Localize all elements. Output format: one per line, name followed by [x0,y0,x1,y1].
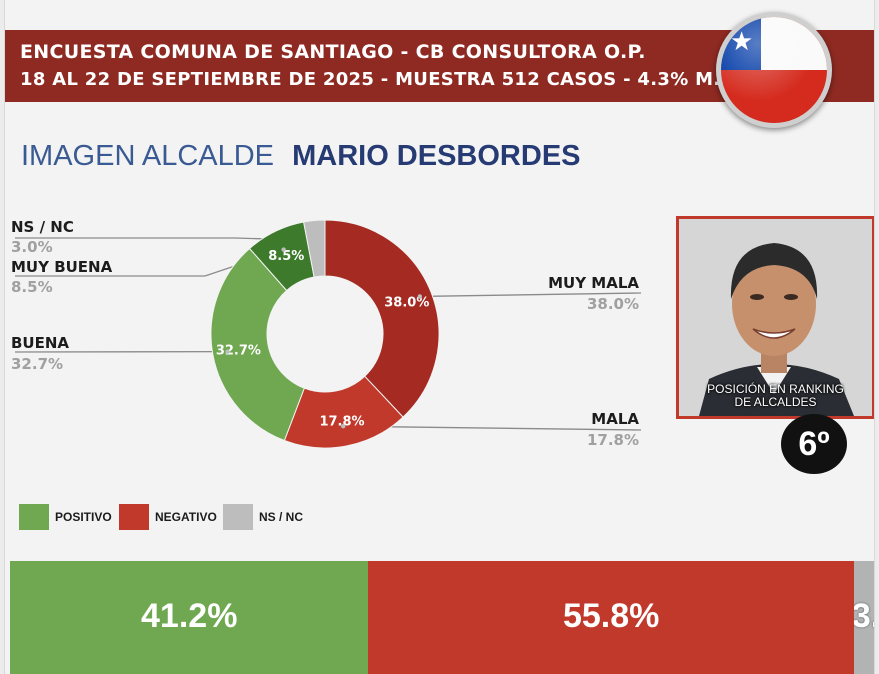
title-name: MARIO DESBORDES [292,140,581,172]
label-muy-buena-value: 8.5% [11,278,53,296]
leader-line-muy-mala [419,292,642,298]
title-prefix: IMAGEN ALCALDE [21,140,275,172]
label-buena-value: 32.7% [11,355,64,373]
summary-value-positivo: 41.2% [141,597,238,635]
mayor-portrait: POSICIÓN EN RANKING DE ALCALDES [676,216,874,419]
donut-slice-buena [210,247,305,442]
label-mala-name: MALA [591,410,639,428]
legend-label-negativo: NEGATIVO [155,510,217,524]
slice-label-buena: 32.7% [216,344,261,359]
legend-label-positivo: POSITIVO [55,510,112,524]
leader-dot [225,349,230,354]
summary-value-negativo: 55.8% [562,597,660,635]
chile-flag-icon: ★ [716,12,832,128]
legend-swatch-ns-nc [223,504,253,530]
donut-slice-muy-mala [324,219,440,418]
label-muy-buena-name: MUY BUENA [11,258,113,276]
legend-swatch-negativo [119,504,149,530]
ranking-position-badge: 6º [781,414,847,474]
label-mala-value: 17.8% [586,431,639,449]
portrait-illustration [679,219,872,416]
slice-label-mala: 17.8% [319,414,364,429]
label-buena-name: BUENA [11,334,70,352]
donut-chart: 38.0% 17.8% 32.7% 8.5% [14,219,642,449]
page-title: IMAGEN ALCALDE MARIO DESBORDES [21,140,581,173]
legend-label-ns-nc: NS / NC [259,510,304,524]
summary-value-ns-nc: 3.0% [854,597,874,636]
leader-dot [281,247,286,252]
header-title: ENCUESTA COMUNA DE SANTIAGO - CB CONSULT… [20,41,646,63]
slice-label-muy-buena: 8.5% [268,249,304,264]
label-muy-mala-value: 38.0% [586,295,639,313]
infographic: ENCUESTA COMUNA DE SANTIAGO - CB CONSULT… [4,0,875,674]
label-ns-nc-value: 3.0% [11,238,53,256]
leader-dot [417,294,423,299]
label-ns-nc-name: NS / NC [11,218,74,236]
header-subtitle: 18 AL 22 DE SEPTIEMBRE DE 2025 - MUESTRA… [20,69,741,90]
leader-dot [340,424,346,429]
legend-swatch-positivo [19,504,49,530]
ranking-caption-line1: POSICIÓN EN RANKING [707,382,844,396]
slice-label-muy-mala: 38.0% [384,296,429,311]
leader-dot [313,238,319,243]
summary-segment-ns-nc: 3.0% [853,561,874,674]
label-muy-mala-name: MUY MALA [548,274,639,292]
donut-slice-ns-nc [303,219,326,278]
ranking-caption-line2: DE ALCALDES [734,395,817,409]
ranking-caption: POSICIÓN EN RANKING DE ALCALDES [679,383,872,409]
leader-line-mala [343,425,642,431]
summary-segment-negativo: 55.8% [368,561,854,674]
summary-segment-positivo: 41.2% [10,561,369,674]
